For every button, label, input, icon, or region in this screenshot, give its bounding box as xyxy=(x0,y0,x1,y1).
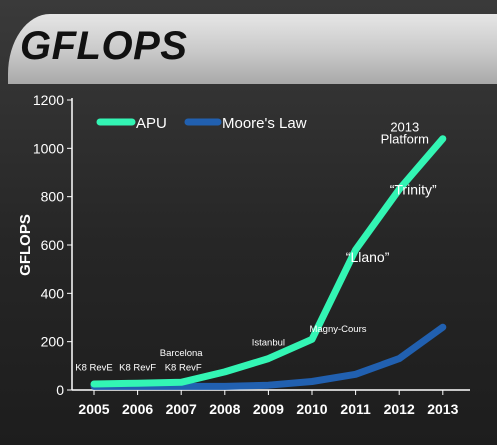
page-title: GFLOPS xyxy=(20,24,188,68)
legend-label-apu: APU xyxy=(136,115,167,132)
chart-annotation: K8 RevF xyxy=(119,363,156,374)
x-tick-label: 2009 xyxy=(253,401,284,417)
y-tick-label: 1000 xyxy=(33,140,64,156)
x-tick-label: 2006 xyxy=(122,401,153,417)
chart-annotation: Platform xyxy=(381,132,429,147)
x-tick-label: 2007 xyxy=(166,401,197,417)
x-tick-label: 2012 xyxy=(384,401,415,417)
x-tick-label: 2010 xyxy=(296,401,327,417)
x-tick-label: 2011 xyxy=(340,401,371,417)
y-tick-label: 600 xyxy=(41,237,65,253)
x-tick-label: 2005 xyxy=(78,401,109,417)
y-tick-label: 1200 xyxy=(33,92,64,108)
chart-annotation: “Trinity” xyxy=(390,181,437,197)
x-tick-label: 2013 xyxy=(427,401,458,417)
x-tick-label: 2008 xyxy=(209,401,240,417)
y-tick-label: 0 xyxy=(56,382,64,398)
y-axis-label: GFLOPS xyxy=(17,214,34,276)
chart-annotation: “Llano” xyxy=(346,249,390,265)
chart-annotation: Magny-Cours xyxy=(309,324,366,335)
y-tick-label: 200 xyxy=(41,334,65,350)
header-band xyxy=(8,14,497,84)
chart-annotation: K8 RevF xyxy=(165,363,202,374)
legend-label-moores-law: Moore's Law xyxy=(222,115,307,132)
chart-annotation: Istanbul xyxy=(252,337,285,348)
chart-annotation: Barcelona xyxy=(160,348,203,359)
y-tick-label: 800 xyxy=(41,189,65,205)
y-tick-label: 400 xyxy=(41,285,65,301)
chart-annotation: K8 RevE xyxy=(75,363,113,374)
chart-annotation: 2013 xyxy=(390,119,419,134)
